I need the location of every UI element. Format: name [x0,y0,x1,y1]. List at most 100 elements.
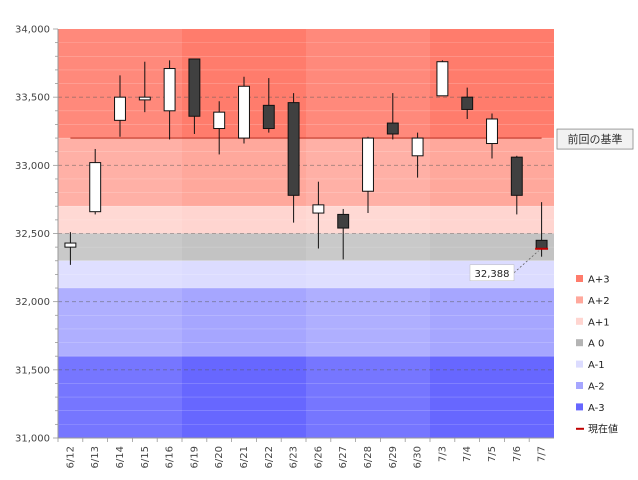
x-tick-label: 6/15 [140,446,151,468]
candle-body [114,96,126,121]
legend-item-4: A-1 [576,360,605,371]
candle-body [89,162,102,213]
legend-swatch [576,317,583,325]
legend-item-6: A-3 [576,403,605,414]
candle-7/3 [436,60,449,97]
x-tick-label: 6/13 [90,446,101,468]
x-tick-label: 7/5 [487,446,498,462]
legend-label: A 0 [588,339,604,350]
candle-body [535,239,548,250]
candle-6/21 [238,76,250,144]
candle-6/16 [163,60,176,140]
candle-body [411,137,424,157]
candle-body [386,122,399,135]
y-tick-label: 34,000 [15,25,50,36]
legend-item-3: A 0 [576,339,604,350]
legend-swatch [576,360,583,368]
candle-6/23 [287,93,300,223]
legend-swatch [576,382,583,389]
candle-6/12 [64,232,77,265]
zone-band-3 [58,233,554,261]
current-value-box [469,264,515,282]
candle-body [287,102,300,196]
legend-label: A-3 [588,403,605,414]
candle-6/29 [386,93,399,140]
candle-6/14 [114,75,126,137]
legend-swatch [576,296,583,304]
x-tick-label: 6/23 [289,446,300,468]
legend-item-0: A+3 [576,275,610,286]
zone-band-0 [58,29,554,139]
candle-body [138,96,151,101]
candle-6/26 [312,181,325,249]
legend: A+3 A+2 A+1 A 0 A-1 A-2 A-3 現在値 [576,275,618,435]
y-tick-label: 33,000 [15,161,50,172]
x-tick-label: 7/6 [512,446,523,462]
zone-bands [58,29,554,438]
x-tick-label: 6/30 [413,446,424,468]
candle-6/27 [337,208,350,260]
zone-band-1 [58,138,554,207]
y-tick-label: 32,000 [15,297,50,308]
candle-body [461,96,474,110]
candle-7/4 [461,87,474,119]
x-tick-label: 7/4 [462,446,473,462]
candle-body [436,61,449,97]
legend-label: 現在値 [588,422,618,435]
x-tick-label: 7/3 [437,446,448,462]
x-tick-label: 6/21 [239,446,250,468]
candle-body [238,85,250,139]
previous-reference-label: 前回の基準 [568,132,623,146]
legend-item-2: A+1 [576,317,610,328]
candle-body [337,213,350,229]
candle-6/19 [188,58,201,134]
y-tick-label: 32,500 [15,229,50,240]
x-tick-label: 6/29 [388,446,399,468]
candle-body [362,137,374,192]
candle-6/28 [362,136,374,214]
candle-7/6 [510,155,523,215]
candles [64,58,548,265]
x-tick-label: 6/22 [264,446,275,468]
legend-label: A+3 [588,275,610,286]
candle-body [64,242,77,248]
x-tick-label: 6/16 [165,446,176,468]
candle-6/30 [411,132,424,178]
y-tick-label: 33,500 [15,93,50,104]
candle-body [163,68,176,112]
legend-swatch [576,403,583,411]
zone-band-5 [58,288,554,357]
x-axis: 6/12 6/13 6/14 6/15 6/16 6/19 6/20 6/21 6/22 6/23… [57,437,554,468]
candle-7/5 [486,113,498,159]
legend-item-5: A-2 [576,382,605,393]
legend-label: A-2 [588,382,605,393]
candle-6/13 [89,148,102,215]
candle-body [213,111,226,130]
x-tick-label: 6/20 [214,446,225,468]
previous-reference: 前回の基準 [70,128,634,150]
current-value-leader [513,250,539,274]
candle-body [262,104,275,130]
candle-body [486,118,498,145]
x-tick-label: 7/7 [537,446,548,462]
legend-item-7: 現在値 [576,422,618,435]
current-value-label: 32,388 [475,269,510,280]
candle-body [188,58,201,117]
legend-label: A+1 [588,317,610,328]
x-tick-label: 6/14 [115,446,126,468]
x-tick-label: 6/28 [363,446,374,468]
candle-body [510,156,523,196]
zone-band-2 [58,206,554,234]
candle-6/20 [213,101,226,155]
y-tick-label: 31,000 [15,434,50,445]
current-value: 32,388 [469,247,549,282]
y-tick-label: 31,500 [15,365,50,376]
candle-6/15 [138,61,151,113]
legend-label: A+2 [588,296,610,307]
legend-swatch [576,275,583,282]
legend-label: A-1 [588,360,605,371]
legend-swatch [576,339,583,347]
legend-item-1: A+2 [576,296,610,307]
candle-6/22 [262,78,275,133]
